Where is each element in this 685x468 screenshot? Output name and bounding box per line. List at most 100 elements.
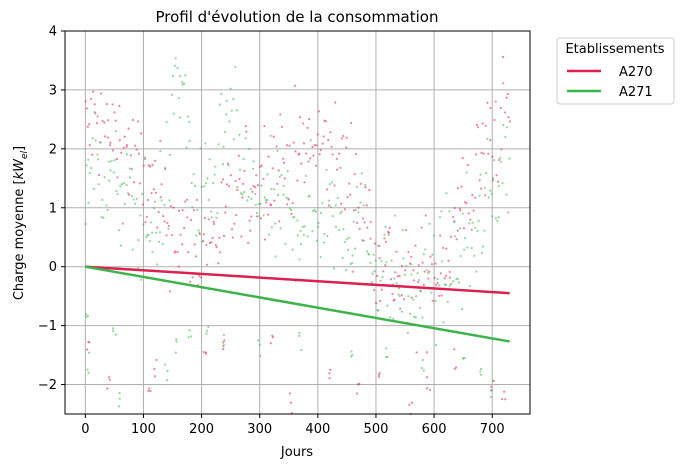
- point-a271: [329, 205, 333, 209]
- point-a270: [262, 177, 265, 181]
- point-a271: [96, 153, 99, 156]
- point-a270: [482, 152, 485, 155]
- point-a270: [427, 277, 430, 280]
- point-a271: [103, 176, 106, 179]
- point-a271: [170, 93, 173, 96]
- point-a271: [177, 97, 180, 100]
- point-a270: [156, 226, 159, 229]
- point-a270: [222, 234, 226, 238]
- point-a270: [498, 158, 501, 162]
- point-a271: [405, 264, 408, 268]
- point-a270: [109, 141, 112, 144]
- point-a270: [145, 215, 148, 218]
- point-a270: [388, 226, 391, 229]
- point-a271: [195, 234, 198, 237]
- point-a271: [408, 312, 412, 315]
- point-a270: [465, 202, 468, 205]
- point-a270: [487, 152, 490, 155]
- point-a271: [143, 156, 146, 159]
- point-a270: [458, 207, 462, 210]
- point-a271: [491, 176, 495, 180]
- point-a270: [109, 144, 112, 147]
- point-a270: [263, 238, 267, 241]
- point-a270: [236, 188, 239, 191]
- point-a270: [421, 261, 424, 264]
- point-a270: [224, 211, 227, 214]
- point-a271: [291, 248, 294, 251]
- point-a270: [424, 214, 427, 217]
- point-a271: [384, 347, 388, 350]
- point-a270: [439, 234, 442, 237]
- point-a270: [154, 159, 157, 162]
- point-a271: [352, 220, 355, 223]
- point-a271: [87, 158, 90, 161]
- point-a271: [210, 210, 213, 213]
- point-a270: [282, 161, 286, 164]
- point-a271: [502, 123, 505, 127]
- point-a271: [207, 198, 210, 202]
- point-a271: [421, 358, 424, 362]
- point-a270: [250, 215, 253, 218]
- point-a270: [291, 201, 294, 205]
- point-a270: [168, 290, 172, 293]
- point-a270: [395, 250, 398, 253]
- point-a271: [299, 229, 302, 232]
- point-a270: [328, 372, 331, 375]
- point-a271: [314, 210, 317, 213]
- point-a271: [156, 263, 159, 266]
- point-a270: [354, 152, 358, 156]
- point-a271: [280, 173, 283, 177]
- point-a270: [189, 218, 193, 222]
- point-a270: [256, 184, 260, 187]
- point-a270: [132, 181, 136, 184]
- point-a270: [123, 135, 126, 138]
- point-a270: [442, 246, 445, 249]
- point-a270: [293, 84, 296, 87]
- point-a271: [163, 203, 166, 207]
- point-a270: [505, 96, 508, 99]
- point-a270: [408, 403, 411, 406]
- point-a270: [218, 236, 221, 240]
- point-a270: [317, 110, 321, 113]
- point-a270: [338, 152, 341, 155]
- point-a270: [292, 141, 295, 144]
- point-a270: [500, 148, 503, 151]
- point-a271: [254, 192, 257, 196]
- point-a270: [430, 263, 434, 266]
- point-a270: [113, 111, 116, 114]
- point-a270: [166, 221, 169, 224]
- point-a271: [453, 235, 456, 238]
- point-a270: [127, 127, 130, 130]
- point-a271: [298, 258, 301, 261]
- point-a271: [505, 126, 509, 129]
- point-a271: [403, 273, 406, 276]
- point-a270: [88, 144, 91, 147]
- point-a271: [397, 287, 401, 290]
- point-a270: [471, 194, 474, 197]
- point-a270: [443, 277, 446, 280]
- point-a270: [453, 206, 456, 210]
- point-a271: [475, 270, 478, 273]
- point-a271: [426, 272, 430, 275]
- point-a271: [166, 369, 169, 372]
- point-a271: [385, 261, 388, 264]
- point-a270: [270, 204, 273, 207]
- point-a271: [134, 202, 137, 205]
- point-a270: [129, 154, 132, 157]
- point-a270: [89, 97, 93, 101]
- point-a270: [160, 183, 163, 186]
- point-a271: [460, 307, 464, 311]
- point-a271: [463, 356, 466, 360]
- point-a271: [115, 189, 118, 193]
- data-points: [84, 55, 512, 416]
- point-a271: [87, 351, 91, 354]
- point-a270: [501, 55, 505, 59]
- point-a270: [225, 183, 229, 186]
- point-a271: [415, 295, 418, 298]
- point-a270: [212, 222, 216, 226]
- point-a271: [139, 214, 142, 217]
- point-a270: [286, 203, 289, 206]
- point-a271: [236, 185, 239, 189]
- point-a270: [491, 155, 494, 158]
